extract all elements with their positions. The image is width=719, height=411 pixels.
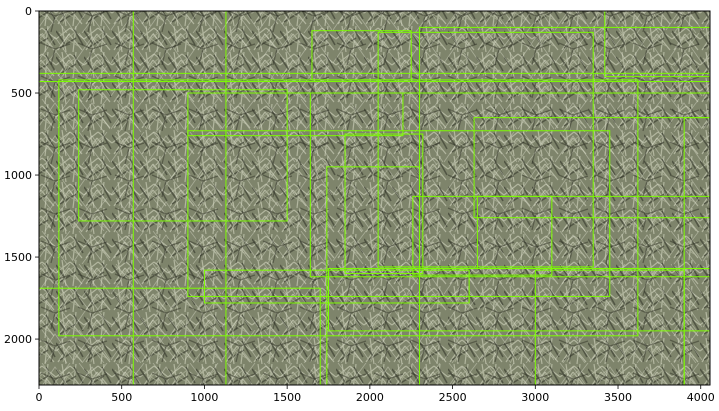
- y-tick-label: 2000: [4, 333, 32, 346]
- y-tick-label: 500: [11, 87, 32, 100]
- bounding-box: [326, 166, 420, 385]
- detection-boxes: [39, 11, 710, 385]
- axes-frame: [38, 10, 711, 386]
- bounding-box: [683, 117, 710, 385]
- bounding-box: [309, 92, 710, 278]
- x-tick-label: 2500: [439, 391, 467, 404]
- bounding-box: [132, 11, 227, 385]
- y-tick-label: 0: [25, 5, 32, 18]
- x-tick-label: 1000: [190, 391, 218, 404]
- x-axis: 0 500 1000 1500 2000 2500 3000 3500 4000: [36, 385, 715, 404]
- x-tick-label: 3000: [521, 391, 549, 404]
- y-tick-label: 1500: [4, 251, 32, 264]
- x-tick-label: 3500: [604, 391, 632, 404]
- bounding-box: [344, 133, 424, 274]
- bounding-box: [377, 31, 594, 268]
- y-tick-label: 1000: [4, 169, 32, 182]
- x-tick-label: 2000: [356, 391, 384, 404]
- bounding-box: [187, 92, 404, 137]
- bounding-box: [412, 195, 553, 276]
- bounding-box: [311, 30, 412, 81]
- x-tick-label: 0: [36, 391, 43, 404]
- bounding-box: [328, 268, 710, 332]
- bounding-box: [203, 269, 470, 304]
- x-tick-label: 1500: [273, 391, 301, 404]
- bounding-box: [187, 130, 611, 297]
- bounding-box: [39, 287, 321, 385]
- y-axis: 0 500 1000 1500 2000: [4, 5, 39, 346]
- bounding-box: [78, 89, 288, 222]
- bounding-box: [39, 72, 710, 83]
- x-tick-label: 500: [111, 391, 132, 404]
- x-tick-label: 4000: [687, 391, 715, 404]
- bounding-box: [473, 117, 710, 219]
